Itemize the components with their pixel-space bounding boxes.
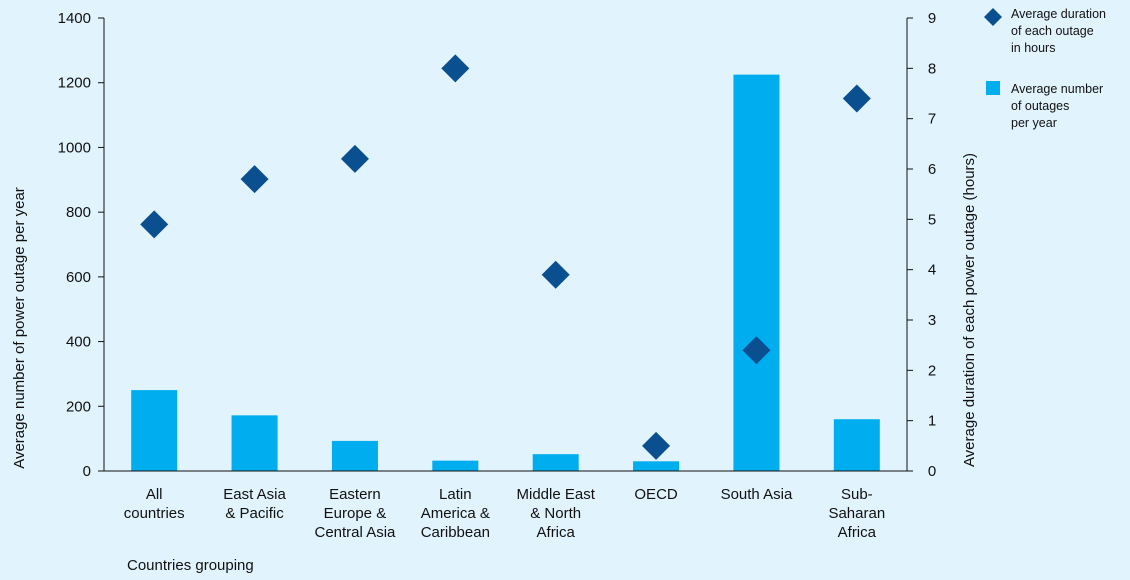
category-label-6-0: South Asia xyxy=(721,486,793,503)
category-label-7-2: Africa xyxy=(838,524,877,541)
right-tick-label-7: 7 xyxy=(928,111,936,128)
right-tick-label-9: 9 xyxy=(928,10,936,27)
category-label-2-1: Europe & xyxy=(324,505,387,522)
left-tick-label-4: 800 xyxy=(66,204,91,221)
diamond-marker-2 xyxy=(340,144,369,173)
markers-layer xyxy=(140,54,871,460)
bar-7 xyxy=(833,419,880,471)
category-label-4-2: Africa xyxy=(537,524,576,541)
left-tick-label-6: 1200 xyxy=(58,75,91,92)
legend-number-line-2: per year xyxy=(1011,116,1057,130)
bar-2 xyxy=(331,440,378,471)
legend-number-line-0: Average number xyxy=(1011,82,1103,96)
category-label-1-1: & Pacific xyxy=(225,505,284,522)
category-label-4-0: Middle East xyxy=(517,486,596,503)
category-label-4-1: & North xyxy=(530,505,581,522)
category-label-3-2: Caribbean xyxy=(421,524,490,541)
right-tick-label-3: 3 xyxy=(928,312,936,329)
category-label-7-0: Sub- xyxy=(841,486,873,503)
category-label-7-1: Saharan xyxy=(828,505,885,522)
right-tick-label-0: 0 xyxy=(928,463,936,480)
bar-1 xyxy=(231,415,278,471)
left-tick-label-1: 200 xyxy=(66,398,91,415)
category-label-1-0: East Asia xyxy=(223,486,286,503)
legend-duration-line-0: Average duration xyxy=(1011,7,1106,21)
legend-duration-line-1: of each outage xyxy=(1011,24,1094,38)
category-label-0-1: countries xyxy=(124,505,185,522)
left-ticks: 0 200 400 600 800 1000 1200 1400 xyxy=(58,10,104,480)
category-label-2-2: Central Asia xyxy=(315,524,397,541)
legend-duration-line-2: in hours xyxy=(1011,41,1055,55)
left-tick-label-3: 600 xyxy=(66,269,91,286)
bar-3 xyxy=(432,460,479,471)
diamond-marker-3 xyxy=(441,54,470,83)
left-tick-label-5: 1000 xyxy=(58,139,91,156)
diamond-marker-7 xyxy=(842,84,871,113)
diamond-marker-4 xyxy=(541,260,570,289)
right-tick-label-4: 4 xyxy=(928,262,936,279)
category-label-5-0: OECD xyxy=(634,486,678,503)
right-ticks: 0 1 2 3 4 5 6 7 8 9 xyxy=(907,10,936,480)
bar-5 xyxy=(633,461,680,471)
left-tick-label-0: 0 xyxy=(83,463,91,480)
category-label-2-0: Eastern xyxy=(329,486,381,503)
bars-layer xyxy=(131,74,880,471)
diamond-marker-0 xyxy=(140,210,169,239)
diamond-marker-6 xyxy=(742,336,771,365)
y-axis-title: Average number of power outage per year xyxy=(11,187,28,469)
category-labels: All countries East Asia & Pacific Eastern Eur… xyxy=(124,486,885,541)
diamond-marker-1 xyxy=(240,165,269,194)
right-tick-label-6: 6 xyxy=(928,161,936,178)
right-tick-label-2: 2 xyxy=(928,362,936,379)
right-tick-label-8: 8 xyxy=(928,60,936,77)
x-axis-title: Countries grouping xyxy=(127,557,254,574)
category-label-0-0: All xyxy=(146,486,163,503)
legend: Average duration of each outage in hours Av… xyxy=(984,7,1106,130)
bar-0 xyxy=(131,390,178,471)
bar-4 xyxy=(532,454,579,471)
right-tick-label-5: 5 xyxy=(928,211,936,228)
legend-diamond-swatch xyxy=(984,8,1002,26)
category-label-3-0: Latin xyxy=(439,486,472,503)
right-tick-label-1: 1 xyxy=(928,413,936,430)
left-tick-label-7: 1400 xyxy=(58,10,91,27)
diamond-marker-5 xyxy=(642,431,671,460)
legend-number-line-1: of outages xyxy=(1011,99,1069,113)
legend-bar-swatch xyxy=(986,81,1000,95)
left-tick-label-2: 400 xyxy=(66,334,91,351)
category-label-3-1: America & xyxy=(421,505,490,522)
bar-6 xyxy=(733,74,780,471)
y2-axis-title: Average duration of each power outage (h… xyxy=(961,153,978,467)
